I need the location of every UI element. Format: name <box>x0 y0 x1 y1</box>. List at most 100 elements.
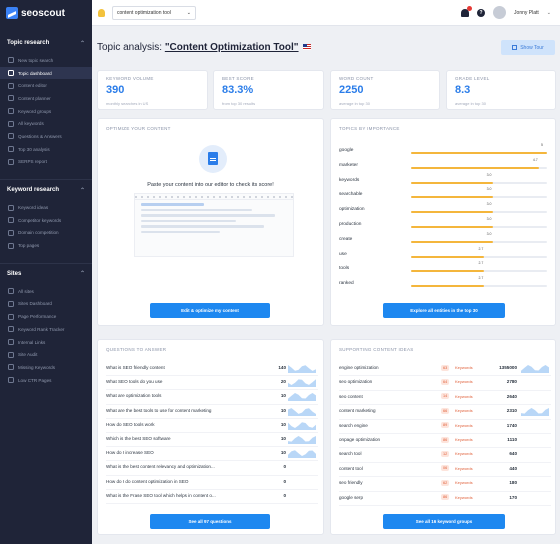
sidebar-item[interactable]: Keyword ideas <box>0 201 92 214</box>
report-icon <box>8 158 14 165</box>
topic-row[interactable]: ranked 2.7 <box>339 276 547 296</box>
app-logo[interactable]: seoscout <box>0 0 92 26</box>
keyword-count-badge: 12 <box>441 450 450 457</box>
sidebar-item[interactable]: Sites Dashboard <box>0 298 92 311</box>
question-count: 10 <box>280 450 286 456</box>
sidebar-item[interactable]: Internal Links <box>0 336 92 349</box>
notification-dot <box>467 5 473 11</box>
chevron-up-icon: ⌃ <box>79 187 85 194</box>
show-tour-button[interactable]: Show Tour <box>501 40 555 55</box>
user-name[interactable]: Jonny Platt <box>514 9 539 16</box>
sidebar-item[interactable]: Low CTR Pages <box>0 374 92 387</box>
sidebar-item[interactable]: Page Performance <box>0 310 92 323</box>
sidebar-item[interactable]: Missing Keywords <box>0 361 92 374</box>
trend-sparkline <box>521 365 549 373</box>
chart-icon <box>8 146 14 153</box>
topic-score: 3.0 <box>486 202 492 207</box>
question-row[interactable]: How do I do content optimization in SEO 0 <box>106 476 318 490</box>
topic-bar-track <box>411 166 547 169</box>
topic-row[interactable]: google 5 <box>339 143 547 163</box>
topic-row[interactable]: searchable 3.0 <box>339 187 547 207</box>
topic-selector[interactable]: content optimization tool ⌄ <box>112 5 196 20</box>
sidebar-section-header[interactable]: Topic research ⌃ <box>0 36 92 50</box>
bell-icon[interactable] <box>461 5 473 17</box>
sidebar-item[interactable]: Content planner <box>0 92 92 105</box>
sidebar-section-header[interactable]: Sites ⌃ <box>0 267 92 281</box>
keyword-group-row[interactable]: content marketing 66 Keywords 2310 <box>339 405 551 420</box>
sidebar-item[interactable]: Content editor <box>0 79 92 92</box>
sidebar-item[interactable]: Topic dashboard <box>0 66 92 80</box>
sidebar-item[interactable]: SERPS report <box>0 156 92 169</box>
topic-bar-fill <box>411 181 493 184</box>
question-row[interactable]: Which is the best SEO software 10 <box>106 433 318 448</box>
keyword-group-row[interactable]: seo optimization 64 Keywords 2780 <box>339 376 551 391</box>
keyword-group-row[interactable]: seo content 14 Keywords 2640 <box>339 391 551 406</box>
question-row[interactable]: What is the Frase SEO tool which helps i… <box>106 490 318 504</box>
question-row[interactable]: What SEO tools do you use 20 <box>106 376 318 391</box>
sidebar-item-label: Keyword groups <box>18 108 52 114</box>
chevron-down-icon[interactable]: ⌄ <box>546 9 551 16</box>
question-row[interactable]: What is the best content relevancy and o… <box>106 461 318 476</box>
trend-sparkline <box>288 450 316 459</box>
keyword-group-row[interactable]: seo friendly 62 Keywords 180 <box>339 477 551 492</box>
help-icon[interactable]: ? <box>477 8 486 17</box>
question-row[interactable]: What are optimization tools 10 <box>106 390 318 405</box>
keyword-group-name: google serp <box>339 494 364 500</box>
explore-entities-button[interactable]: Explore all entities in the top 30 <box>383 303 505 318</box>
topic-row[interactable]: tools 2.7 <box>339 261 547 281</box>
question-text: What are optimization tools <box>106 393 162 399</box>
sidebar-item[interactable]: Site Audit <box>0 348 92 361</box>
stat-value: 83.3% <box>222 84 254 96</box>
keyword-group-row[interactable]: engine optimization 63 Keywords 1355000 <box>339 362 551 377</box>
sidebar-item[interactable]: Keyword Rank Tracker <box>0 323 92 336</box>
keyword-group-volume: 1110 <box>507 437 517 442</box>
keyword-group-row[interactable]: search engine 89 Keywords 1740 <box>339 420 551 434</box>
keyword-group-row[interactable]: content tool 06 Keywords 440 <box>339 463 551 478</box>
topic-row[interactable]: create 3.0 <box>339 232 547 252</box>
topic-row[interactable]: use 2.7 <box>339 247 547 267</box>
question-row[interactable]: What is SEO friendly content 140 <box>106 362 318 377</box>
question-count: 0 <box>283 492 286 498</box>
question-text: What is SEO friendly content <box>106 365 165 370</box>
avatar[interactable] <box>493 6 507 19</box>
keywords-label: Keywords <box>455 480 473 486</box>
trend-sparkline <box>288 407 316 416</box>
question-row[interactable]: How do SEO tools work 10 <box>106 419 318 433</box>
keyword-group-row[interactable]: google serp 86 Keywords 170 <box>339 492 551 506</box>
keyword-count-badge: 66 <box>441 407 450 414</box>
sidebar-divider <box>0 179 92 181</box>
see-all-questions-button[interactable]: See all 97 questions <box>150 514 270 529</box>
keyword-group-row[interactable]: search tool 12 Keywords 640 <box>339 448 551 463</box>
stat-label: GRADE LEVEL <box>455 76 490 81</box>
topic-name: production <box>339 222 362 227</box>
keywords-label: Keywords <box>455 451 473 457</box>
question-count: 0 <box>283 478 286 484</box>
keyword-group-row[interactable]: onpage optimization 86 Keywords 1110 <box>339 434 551 449</box>
see-all-keyword-groups-button[interactable]: See all 16 keyword groups <box>383 514 505 529</box>
topic-bar-fill <box>411 270 485 273</box>
topic-bar-track <box>411 270 547 273</box>
sidebar-item[interactable]: Top pages <box>0 239 92 252</box>
stat-value: 390 <box>106 84 125 96</box>
question-row[interactable]: What are the best tools to use for conte… <box>106 405 318 419</box>
edit-optimize-button[interactable]: Edit & optimize my content <box>150 303 270 318</box>
sidebar-item[interactable]: All keywords <box>0 117 92 130</box>
topic-bar-track <box>411 240 547 243</box>
sidebar-item[interactable]: Domain competition <box>0 227 92 240</box>
page-title-keyword[interactable]: "Content Optimization Tool" <box>164 42 299 53</box>
stat-card-grade-level: GRADE LEVEL 8.3 average in top 30 <box>446 70 556 110</box>
sidebar-item[interactable]: All sites <box>0 285 92 298</box>
keyword-count-badge: 64 <box>441 378 450 385</box>
question-row[interactable]: How do I increase SEO 10 <box>106 447 318 462</box>
sidebar-item[interactable]: Top 30 analysis <box>0 143 92 156</box>
sidebar: seoscout Topic research ⌃ New topic search… <box>0 0 92 544</box>
topic-row[interactable]: production 3.0 <box>339 217 547 237</box>
sidebar-section-header[interactable]: Keyword research ⌃ <box>0 183 92 197</box>
sidebar-item[interactable]: New topic search <box>0 54 92 67</box>
sidebar-item[interactable]: Questions & Answers <box>0 130 92 143</box>
topic-row[interactable]: optimization 3.0 <box>339 202 547 222</box>
topic-row[interactable]: marketer 4.7 <box>339 158 547 178</box>
topic-row[interactable]: keywords 3.0 <box>339 173 547 193</box>
sidebar-item[interactable]: Keyword groups <box>0 105 92 118</box>
sidebar-item[interactable]: Competitor keywords <box>0 214 92 227</box>
